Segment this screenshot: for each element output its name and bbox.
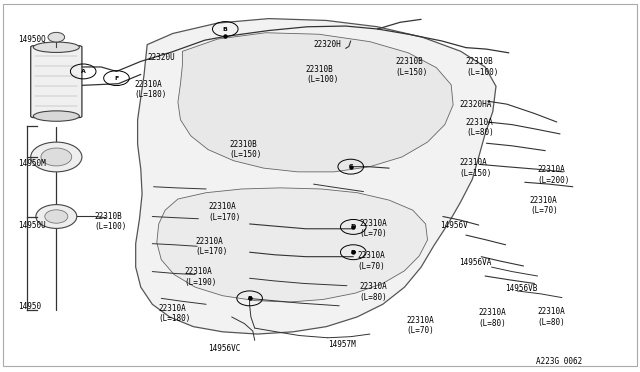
Text: 22320U: 22320U	[147, 53, 175, 62]
Text: 22310A
(L=70): 22310A (L=70)	[360, 219, 387, 238]
Text: 22310A
(L=170): 22310A (L=170)	[195, 237, 228, 256]
Text: 22310A
(L=170): 22310A (L=170)	[208, 202, 241, 222]
Text: 14950M: 14950M	[18, 159, 45, 168]
FancyBboxPatch shape	[31, 46, 82, 118]
Text: 22310A
(L=190): 22310A (L=190)	[184, 267, 217, 287]
Text: D: D	[351, 250, 356, 255]
Text: 22310A
(L=70): 22310A (L=70)	[530, 196, 557, 215]
Polygon shape	[157, 188, 428, 302]
Text: 22310A
(L=150): 22310A (L=150)	[460, 158, 492, 178]
Text: 14956VC: 14956VC	[208, 344, 241, 353]
Text: 22310A
(L=80): 22310A (L=80)	[360, 282, 387, 302]
Circle shape	[45, 210, 68, 223]
Text: E: E	[248, 296, 252, 301]
Text: 22310A
(L=70): 22310A (L=70)	[406, 316, 434, 335]
Text: B: B	[223, 26, 228, 32]
Text: 22320HA: 22320HA	[460, 100, 492, 109]
Text: 22310A
(L=180): 22310A (L=180)	[134, 80, 167, 99]
Text: 22310B
(L=150): 22310B (L=150)	[396, 57, 428, 77]
Text: 22310A
(L=80): 22310A (L=80)	[479, 308, 506, 328]
Text: 22310A
(L=180): 22310A (L=180)	[159, 304, 191, 323]
Text: 14956V: 14956V	[440, 221, 468, 230]
Text: 22310A
(L=200): 22310A (L=200)	[538, 165, 570, 185]
Circle shape	[31, 142, 82, 172]
Text: A: A	[81, 69, 86, 74]
Circle shape	[48, 32, 65, 42]
Text: 22310B
(L=100): 22310B (L=100)	[306, 65, 339, 84]
Text: 14957M: 14957M	[328, 340, 355, 349]
Text: 22310B
(L=100): 22310B (L=100)	[95, 212, 127, 231]
Text: 14950Q: 14950Q	[18, 35, 45, 44]
Text: D: D	[351, 224, 356, 230]
Text: 22310B
(L=100): 22310B (L=100)	[466, 57, 499, 77]
Circle shape	[36, 205, 77, 228]
Text: 22310A
(L=80): 22310A (L=80)	[538, 307, 565, 327]
Text: 14956VA: 14956VA	[460, 258, 492, 267]
Text: 22310B
(L=150): 22310B (L=150)	[229, 140, 262, 159]
Text: A223G 0062: A223G 0062	[536, 357, 582, 366]
Text: 14950: 14950	[18, 302, 41, 311]
Text: 22310A
(L=70): 22310A (L=70)	[357, 251, 385, 271]
Text: C: C	[348, 164, 353, 169]
Text: 22310A
(L=80): 22310A (L=80)	[466, 118, 493, 137]
Text: F: F	[115, 76, 118, 81]
Ellipse shape	[33, 111, 79, 121]
Text: 14950U: 14950U	[18, 221, 45, 230]
Polygon shape	[136, 19, 496, 334]
Circle shape	[41, 148, 72, 166]
Text: 14956VB: 14956VB	[506, 284, 538, 293]
Ellipse shape	[33, 42, 79, 52]
Text: 22320H: 22320H	[314, 40, 341, 49]
Polygon shape	[178, 33, 453, 172]
